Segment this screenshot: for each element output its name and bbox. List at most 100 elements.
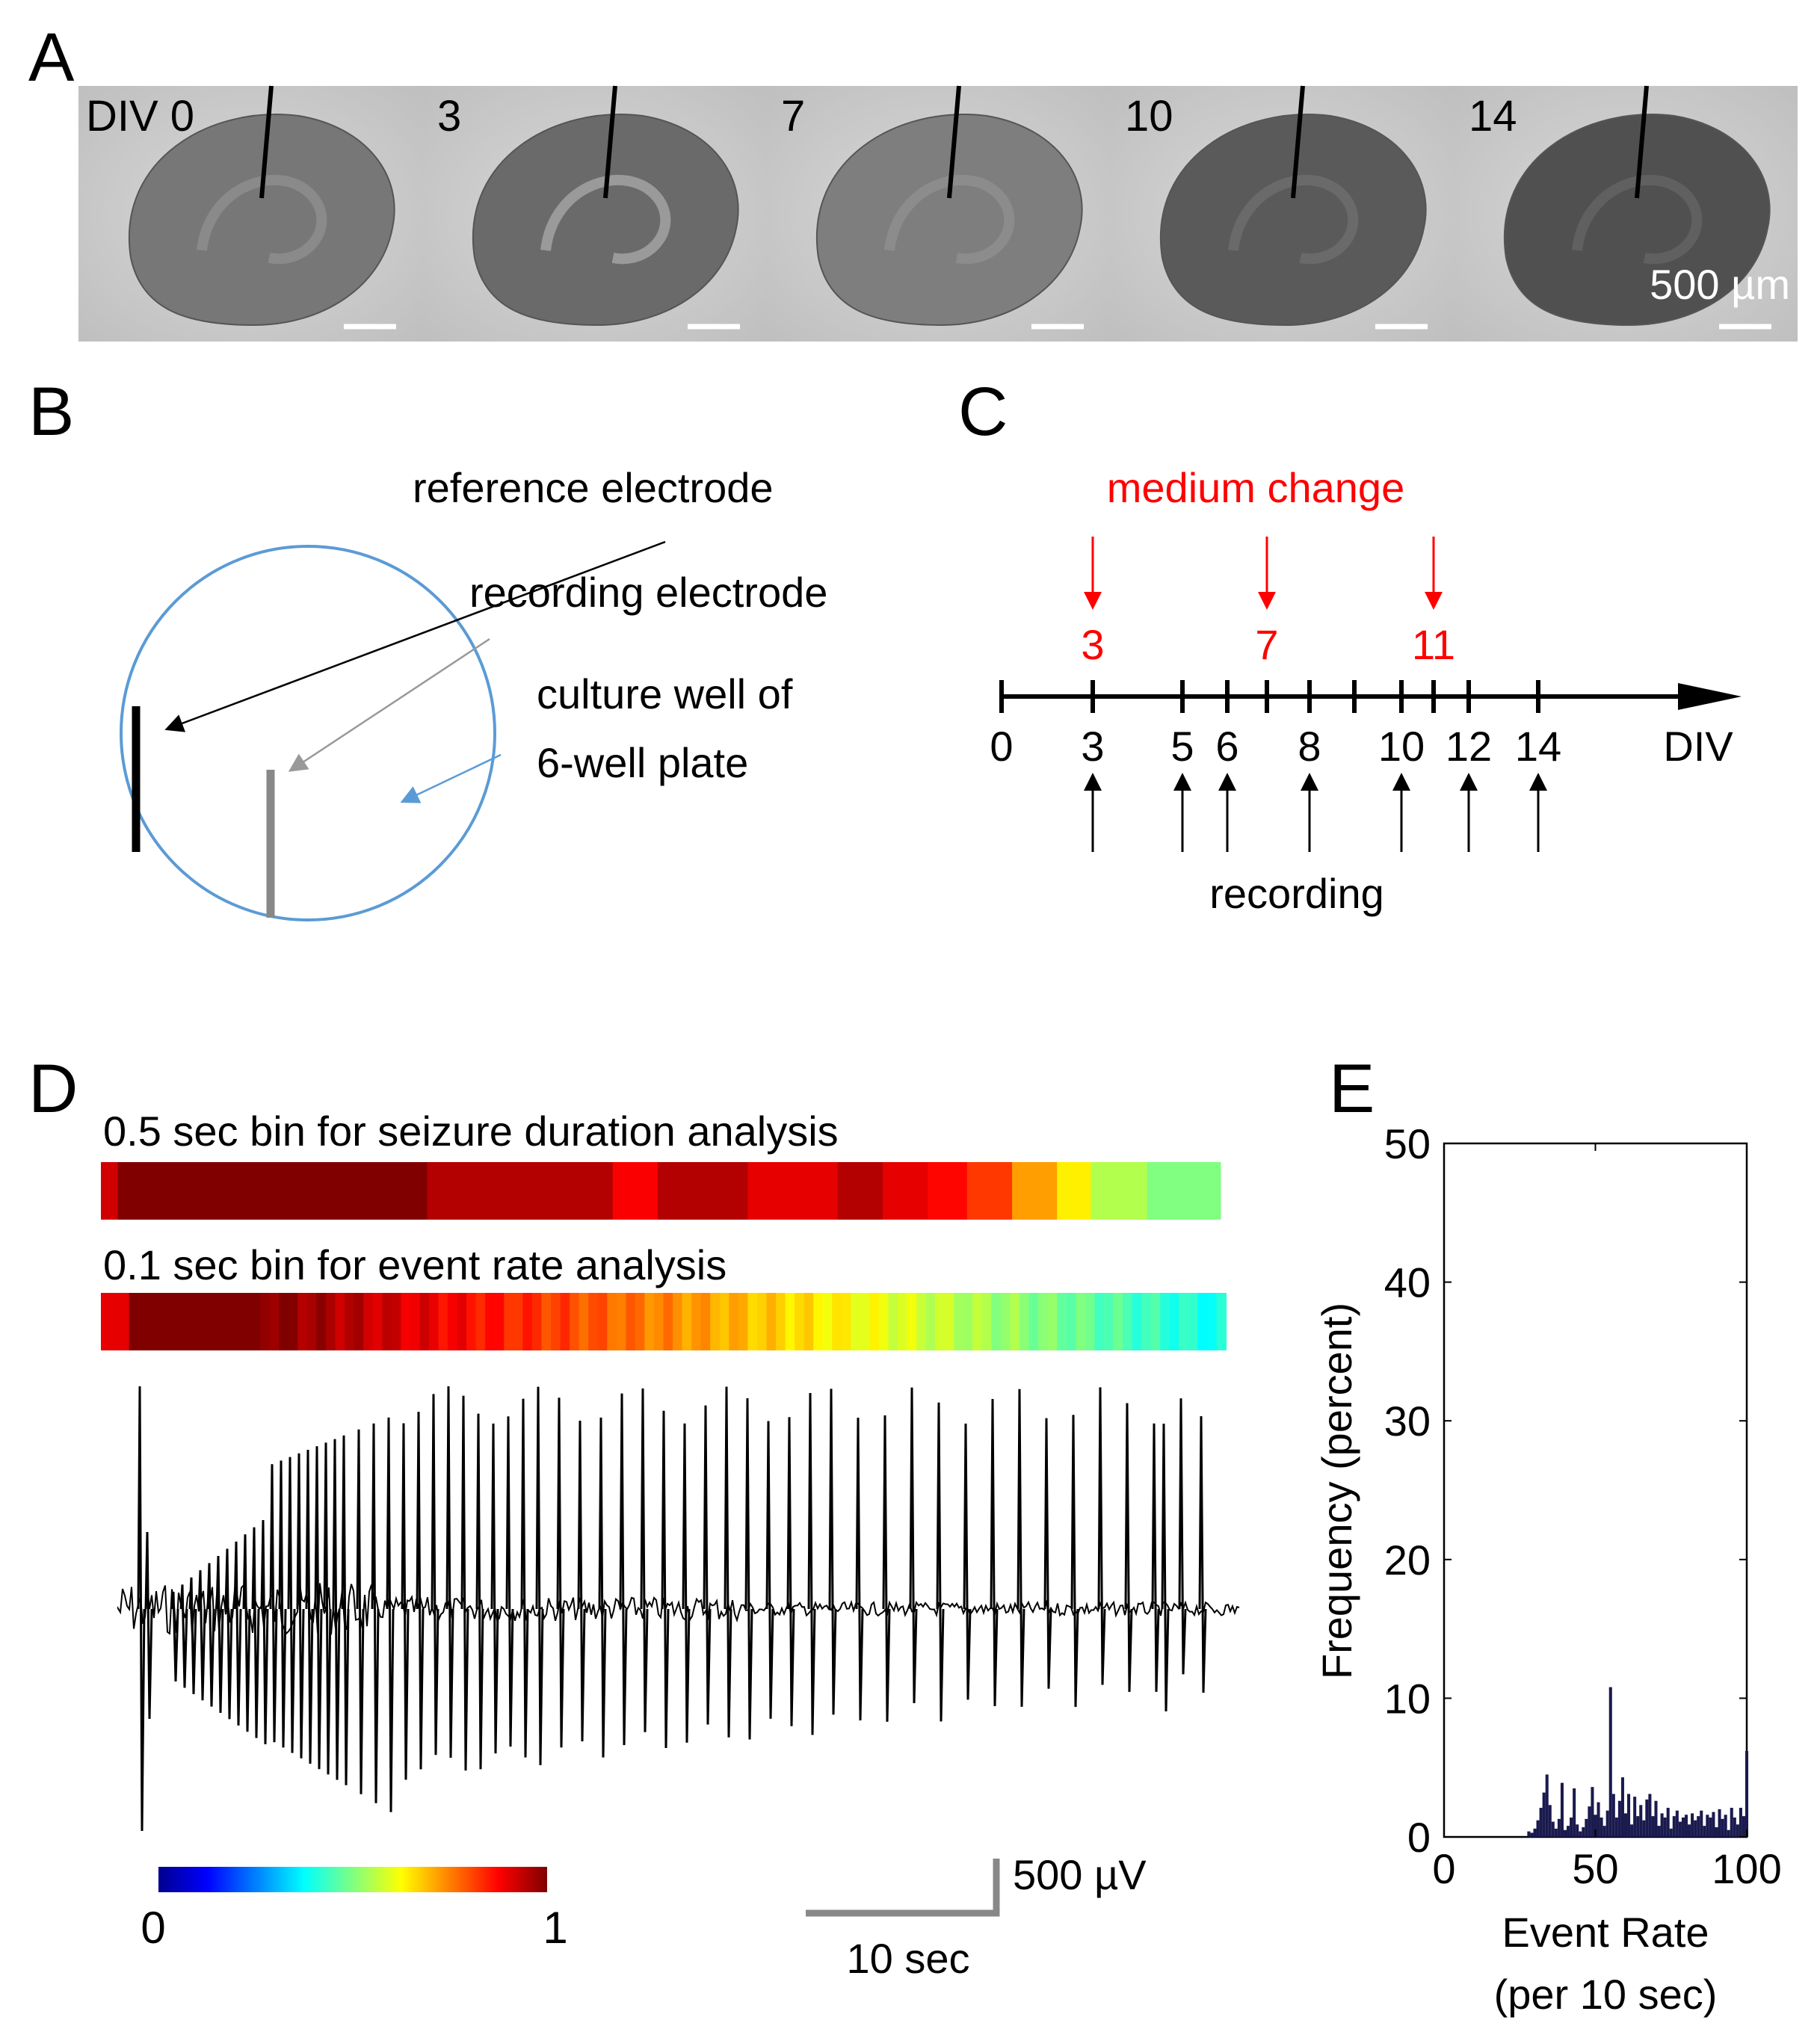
heatbar-segment	[297, 1293, 308, 1350]
well-label-line2: 6-well plate	[537, 739, 748, 786]
heatbar-segment	[822, 1293, 833, 1350]
trace-spike	[1178, 1398, 1187, 1675]
electrode-wire	[947, 85, 961, 199]
trace-spike	[882, 1415, 891, 1722]
scale-label: 500 µm	[1650, 261, 1790, 308]
heatbar-segment	[391, 1293, 402, 1350]
heatbar-segment	[1001, 1293, 1011, 1350]
trace-spike	[990, 1398, 999, 1707]
heatbar-segment	[738, 1293, 749, 1350]
trace-spike	[1124, 1403, 1133, 1692]
heatbar-segment	[832, 1293, 842, 1350]
heatbar-segment	[354, 1293, 365, 1350]
heatbar-segment	[776, 1293, 786, 1350]
heatbar-segment	[316, 1293, 327, 1350]
bar1-label: 0.5 sec bin for seizure duration analysi…	[103, 1108, 839, 1155]
histogram-bar	[1530, 1832, 1534, 1837]
heatbar-segment	[907, 1293, 918, 1350]
trace-spike	[224, 1548, 233, 1720]
heatbar-segment	[1057, 1162, 1092, 1220]
histogram-bar	[1527, 1831, 1531, 1837]
trace-spike	[855, 1418, 864, 1721]
histogram-bar	[1608, 1687, 1612, 1837]
timeline-tick-label: 8	[1298, 723, 1321, 770]
heatbar-segment	[966, 1162, 1014, 1220]
hippocampal-slice	[1504, 114, 1771, 327]
histogram-bar	[1703, 1826, 1706, 1837]
heatbar-segment	[541, 1293, 552, 1350]
histogram-bar	[1563, 1829, 1567, 1837]
histogram-bar	[1576, 1824, 1579, 1837]
heatbar-segment	[213, 1293, 224, 1350]
heatbar-segment	[928, 1162, 968, 1220]
x-axis-label-line2: (per 10 sec)	[1494, 1971, 1718, 2018]
scale-bar	[806, 1859, 1000, 1917]
histogram-bar	[1712, 1812, 1715, 1837]
histogram-bar	[1642, 1820, 1646, 1837]
trace-spike	[401, 1423, 410, 1780]
histogram-bar	[1623, 1813, 1628, 1837]
histogram-chart: 0 10 20 30 40 50 0 50 100 Event Rate (per 10 se…	[1313, 1120, 1782, 2018]
heatbar-segment	[1197, 1293, 1208, 1350]
heatbar-segment	[1047, 1293, 1058, 1350]
histogram-bar	[1742, 1816, 1745, 1837]
hippocampal-slice	[1160, 114, 1427, 327]
heatbar-segment	[157, 1293, 167, 1350]
histogram-bar	[1539, 1808, 1543, 1837]
heatbar-segment	[448, 1293, 458, 1350]
heatbar-segment	[241, 1293, 252, 1350]
histogram-bar	[1672, 1816, 1676, 1837]
heatbar-segment	[401, 1293, 411, 1350]
heatbar-segment	[612, 1162, 658, 1220]
panel-c-timeline: medium change 3 7 11 0 3 5 6 8 10 12 14 DIV recor…	[990, 464, 1742, 917]
histogram-bar	[1620, 1777, 1624, 1837]
electrode-wire	[259, 85, 274, 199]
histogram-bar	[1630, 1824, 1634, 1837]
histogram-bar	[1700, 1810, 1703, 1837]
trace-spike	[431, 1394, 439, 1755]
well-label-line1: culture well of	[537, 670, 793, 717]
heatbar-segment	[837, 1162, 883, 1220]
heatbar-segment	[363, 1293, 374, 1350]
heatbar-segment	[166, 1293, 177, 1350]
culture-well-circle	[120, 545, 496, 921]
trace-spike	[371, 1423, 380, 1803]
timeline-tick-label: 5	[1170, 723, 1194, 770]
heatbar-segment	[1113, 1293, 1124, 1350]
slice-structure	[1228, 175, 1359, 265]
reference-arrow	[164, 540, 666, 732]
panel-b-diagram: reference electrode recording electrode …	[120, 464, 827, 921]
trace-spike	[305, 1449, 314, 1764]
heatbar-segment	[120, 1293, 130, 1350]
div-day-label: 7	[781, 92, 805, 140]
trace-spike	[556, 1398, 565, 1748]
timeline-ticks: 0 3 5 6 8 10 12 14	[990, 680, 1561, 770]
x-tick-label: 50	[1572, 1845, 1618, 1892]
x-axis-ticks: 0 50 100	[1432, 1143, 1782, 1892]
trace-spike	[909, 1387, 918, 1704]
trace-spike	[233, 1541, 242, 1726]
histogram-bar	[1542, 1792, 1546, 1837]
heatbar-segment	[925, 1293, 937, 1350]
electrode-wire	[1291, 85, 1305, 199]
histogram-bar	[1548, 1805, 1552, 1837]
heatbar-segment	[813, 1293, 824, 1350]
heatbar-segment	[1150, 1293, 1162, 1350]
histogram-bar	[1591, 1787, 1594, 1837]
panel-label-b: B	[28, 374, 74, 450]
heatbar-segment	[766, 1293, 777, 1350]
trace-spike	[828, 1389, 837, 1715]
medium-change-day: 7	[1255, 621, 1278, 668]
heatbar-segment	[1028, 1293, 1040, 1350]
trace-spike	[1161, 1423, 1170, 1712]
colorbar	[158, 1867, 547, 1892]
histogram-bar	[1691, 1813, 1694, 1837]
panel-d: 0.5 sec bin for seizure duration analysi…	[101, 1108, 1240, 1982]
histogram-bar	[1657, 1826, 1661, 1837]
heatbar-segment	[551, 1293, 561, 1350]
heatbar-segment	[1132, 1293, 1143, 1350]
slice-structure	[197, 175, 327, 265]
heatbar-segment	[747, 1162, 839, 1220]
histogram-bar	[1727, 1829, 1730, 1837]
